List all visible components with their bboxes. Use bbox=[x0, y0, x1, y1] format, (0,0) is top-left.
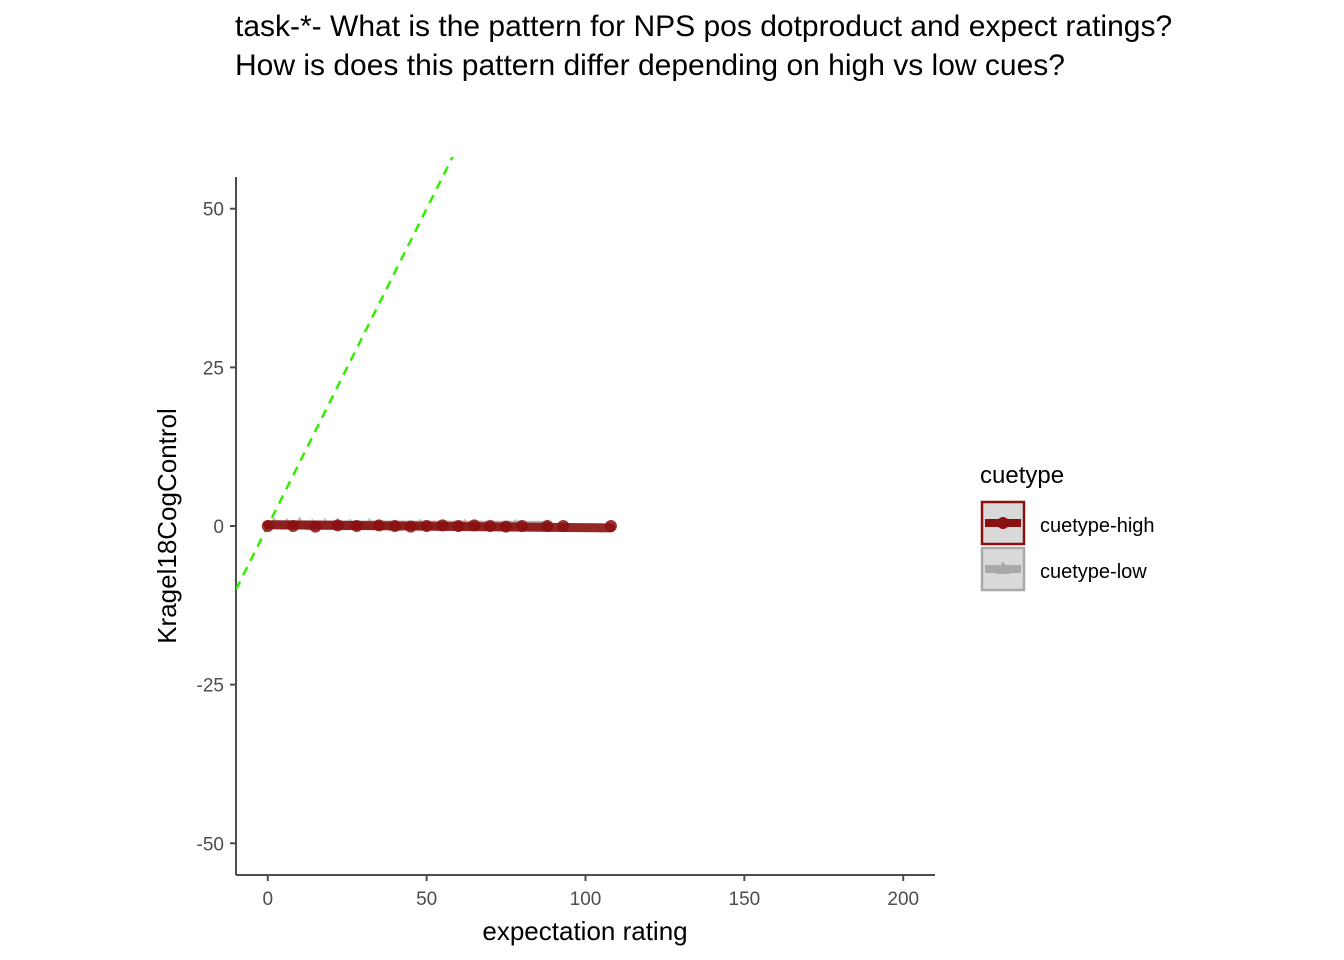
x-tick-label: 50 bbox=[416, 889, 437, 910]
data-point-cuetype-high bbox=[372, 519, 385, 532]
data-point-cuetype-high bbox=[515, 520, 528, 532]
data-point-cuetype-high bbox=[287, 520, 300, 532]
y-tick-label: -50 bbox=[197, 834, 224, 855]
data-point-cuetype-high bbox=[541, 520, 554, 532]
data-point-cuetype-high bbox=[468, 519, 481, 532]
series-cuetype-high bbox=[261, 519, 617, 533]
data-point-cuetype-high bbox=[350, 520, 363, 532]
data-point-cuetype-high bbox=[604, 520, 617, 532]
data-point-cuetype-high bbox=[484, 520, 497, 532]
y-tick-label: 25 bbox=[203, 358, 224, 379]
legend-key-marker-cuetype-high bbox=[997, 517, 1009, 529]
data-point-cuetype-high bbox=[557, 520, 570, 532]
data-point-cuetype-high bbox=[309, 520, 322, 533]
data-point-cuetype-high bbox=[500, 520, 513, 533]
legend-label-cuetype-high: cuetype-high bbox=[1040, 515, 1155, 537]
legend-key-marker-cuetype-low bbox=[996, 561, 1010, 574]
chart-title-line-2: How is does this pattern differ dependin… bbox=[235, 49, 1065, 82]
data-point-cuetype-high bbox=[404, 520, 417, 533]
reference-line bbox=[236, 157, 454, 591]
legend-title: cuetype bbox=[980, 462, 1064, 489]
x-tick-label: 0 bbox=[262, 889, 273, 910]
legend-label-cuetype-low: cuetype-low bbox=[1040, 561, 1147, 583]
x-tick-label: 100 bbox=[570, 889, 602, 910]
y-tick-label: 0 bbox=[213, 517, 224, 538]
data-point-cuetype-high bbox=[420, 520, 433, 532]
y-tick-label: 50 bbox=[203, 200, 224, 221]
x-tick-label: 200 bbox=[887, 889, 919, 910]
data-point-cuetype-high bbox=[331, 519, 344, 532]
x-axis-title: expectation rating bbox=[482, 916, 687, 946]
legend: cuetype cuetype-high cuetype-low bbox=[980, 462, 1155, 592]
data-point-cuetype-high bbox=[261, 520, 274, 532]
data-point-cuetype-high bbox=[388, 520, 401, 532]
data-point-cuetype-high bbox=[436, 519, 449, 532]
y-tick-label: -25 bbox=[197, 676, 224, 697]
chart-title-line-1: task-*- What is the pattern for NPS pos … bbox=[235, 10, 1173, 43]
y-axis-title: Kragel18CogControl bbox=[152, 408, 182, 644]
data-point-cuetype-high bbox=[452, 520, 465, 532]
x-tick-label: 150 bbox=[729, 889, 761, 910]
